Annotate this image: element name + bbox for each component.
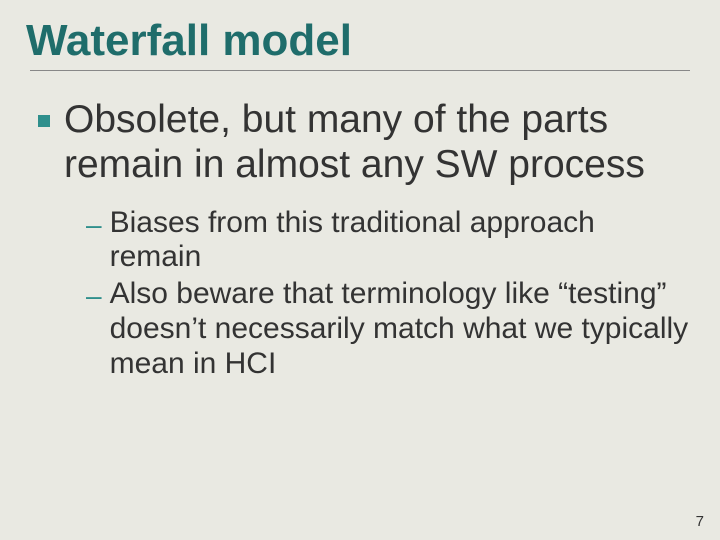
page-number: 7 bbox=[696, 513, 704, 530]
bullet-level2-text: Also beware that terminology like “testi… bbox=[110, 277, 690, 381]
bullet-level2-text: Biases from this traditional approach re… bbox=[110, 206, 690, 276]
slide: Waterfall model Obsolete, but many of th… bbox=[0, 0, 720, 540]
bullet-level2: – Biases from this traditional approach … bbox=[86, 206, 690, 276]
title-rule bbox=[30, 70, 690, 71]
square-bullet-icon bbox=[38, 115, 50, 127]
dash-bullet-icon: – bbox=[86, 208, 102, 242]
bullet-level2-group: – Biases from this traditional approach … bbox=[86, 206, 690, 382]
bullet-level2: – Also beware that terminology like “tes… bbox=[86, 277, 690, 381]
slide-title: Waterfall model bbox=[26, 18, 690, 64]
bullet-level1: Obsolete, but many of the parts remain i… bbox=[38, 97, 690, 187]
dash-bullet-icon: – bbox=[86, 279, 102, 313]
bullet-level1-text: Obsolete, but many of the parts remain i… bbox=[64, 97, 690, 187]
